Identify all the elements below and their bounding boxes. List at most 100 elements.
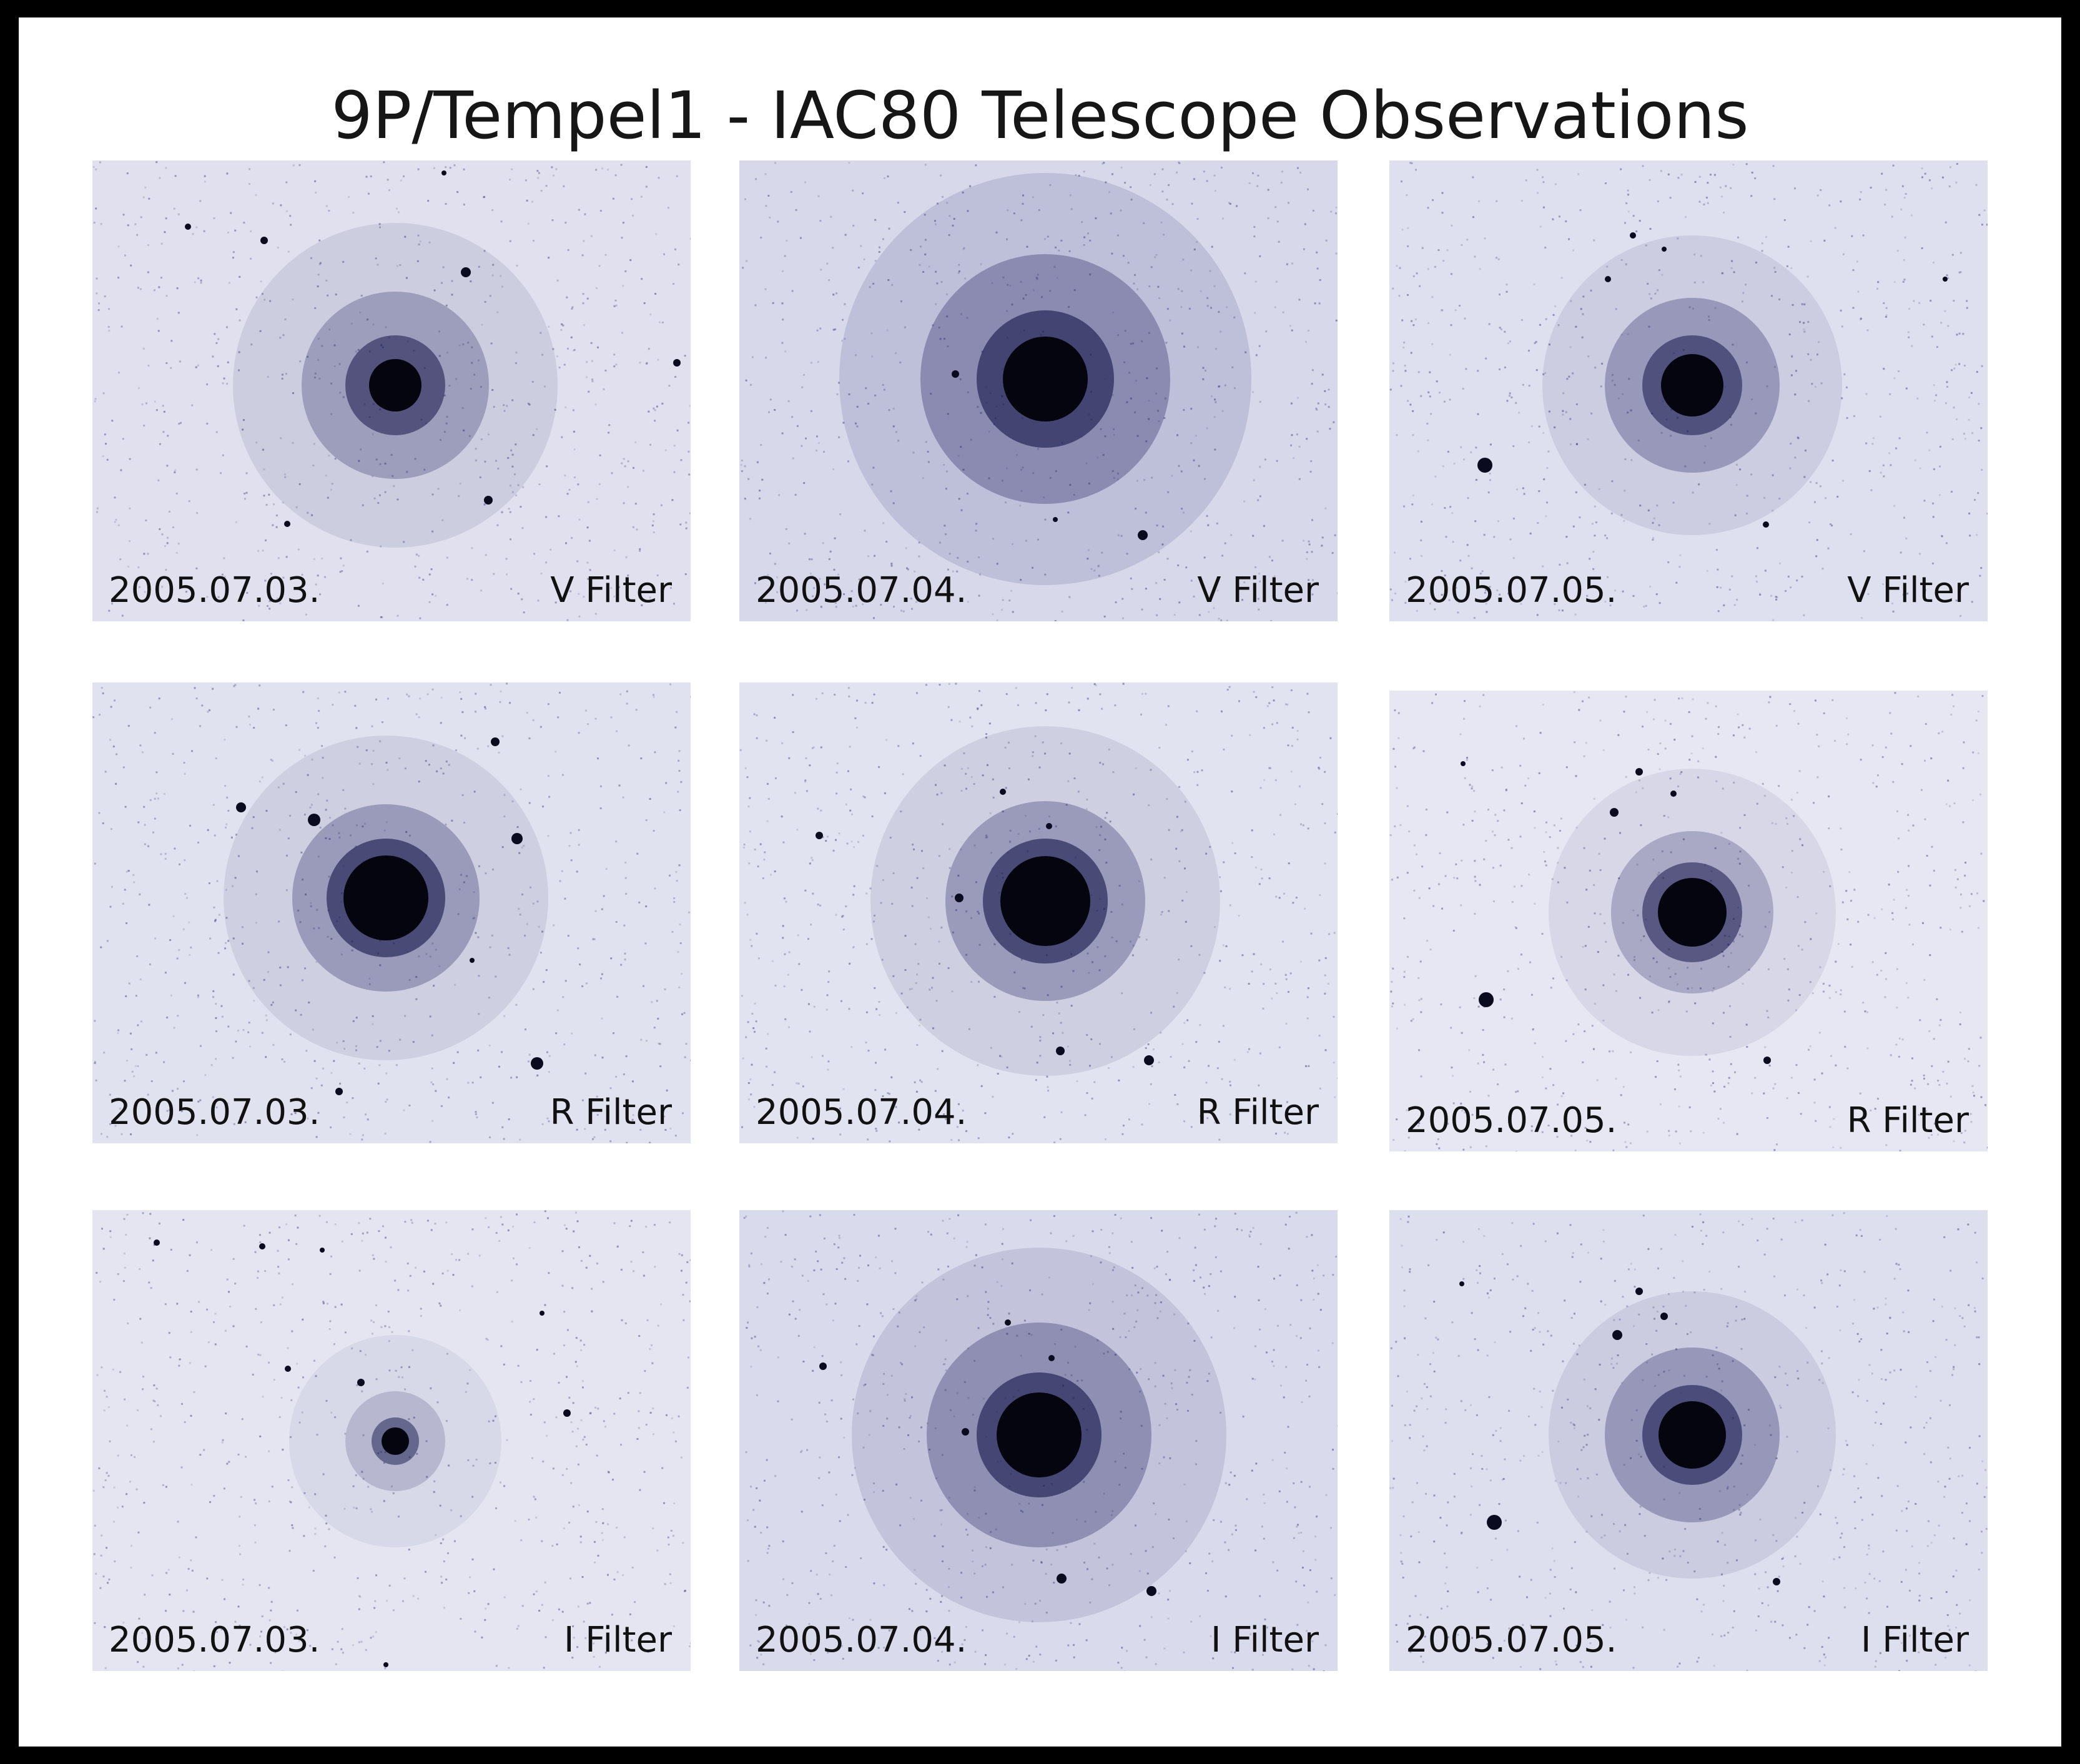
- noise-speck: [1403, 970, 1406, 973]
- noise-speck: [1734, 514, 1737, 516]
- noise-speck: [536, 170, 539, 172]
- noise-speck: [390, 453, 393, 456]
- noise-speck: [1156, 525, 1158, 526]
- noise-speck: [212, 687, 214, 690]
- noise-speck: [1449, 398, 1451, 401]
- noise-speck: [546, 465, 548, 468]
- noise-speck: [1642, 787, 1644, 789]
- noise-speck: [1594, 367, 1597, 369]
- noise-speck: [279, 967, 282, 968]
- noise-speck: [1946, 381, 1948, 383]
- noise-speck: [1896, 250, 1899, 252]
- noise-speck: [657, 358, 659, 361]
- noise-speck: [1150, 1012, 1152, 1014]
- noise-speck: [1005, 787, 1007, 789]
- noise-speck: [1668, 1130, 1670, 1132]
- noise-speck: [1216, 1067, 1219, 1070]
- noise-speck: [679, 942, 682, 944]
- noise-speck: [1324, 957, 1327, 959]
- noise-speck: [844, 338, 846, 340]
- noise-speck: [1284, 973, 1287, 976]
- noise-speck: [1469, 1146, 1472, 1148]
- noise-speck: [553, 174, 555, 177]
- noise-speck: [647, 1651, 649, 1653]
- noise-speck: [1293, 457, 1295, 460]
- noise-speck: [433, 167, 435, 169]
- noise-speck: [1602, 984, 1605, 987]
- noise-speck: [212, 355, 214, 358]
- noise-speck: [578, 615, 581, 618]
- noise-speck: [1499, 327, 1501, 329]
- noise-speck: [360, 295, 363, 297]
- noise-speck: [1953, 705, 1955, 707]
- noise-speck: [438, 330, 440, 333]
- noise-speck: [1273, 575, 1276, 578]
- noise-speck: [1214, 926, 1216, 928]
- noise-speck: [669, 683, 671, 686]
- noise-speck: [873, 693, 875, 696]
- noise-speck: [417, 168, 420, 170]
- noise-speck: [882, 879, 884, 881]
- noise-speck: [108, 609, 111, 612]
- noise-speck: [1720, 586, 1722, 589]
- noise-speck: [1160, 221, 1163, 224]
- noise-speck: [96, 292, 98, 295]
- noise-speck: [406, 471, 408, 473]
- noise-speck: [616, 1527, 618, 1529]
- noise-speck: [281, 377, 283, 380]
- noise-speck: [1319, 1087, 1321, 1090]
- noise-speck: [1797, 437, 1800, 440]
- noise-speck: [213, 1495, 215, 1497]
- noise-speck: [1901, 1038, 1904, 1041]
- noise-speck: [920, 245, 922, 248]
- noise-speck: [1037, 538, 1040, 541]
- noise-speck: [1404, 365, 1406, 367]
- noise-speck: [1469, 1090, 1471, 1093]
- noise-speck: [1778, 298, 1781, 300]
- noise-speck: [1628, 378, 1630, 380]
- noise-speck: [1823, 870, 1825, 873]
- noise-speck: [1918, 1114, 1920, 1116]
- noise-speck: [540, 573, 543, 574]
- noise-speck: [465, 1391, 467, 1393]
- noise-speck: [1772, 510, 1774, 512]
- noise-speck: [325, 1399, 328, 1402]
- noise-speck: [471, 1558, 474, 1560]
- noise-speck: [503, 1138, 505, 1140]
- noise-speck: [140, 216, 142, 219]
- noise-speck: [1890, 464, 1892, 466]
- noise-speck: [1748, 968, 1750, 971]
- noise-speck: [1076, 1080, 1078, 1082]
- noise-speck: [1732, 343, 1734, 346]
- noise-speck: [615, 363, 618, 366]
- noise-speck: [1291, 262, 1294, 265]
- noise-speck: [1743, 736, 1746, 739]
- noise-speck: [1148, 418, 1150, 420]
- noise-speck: [379, 964, 382, 967]
- noise-speck: [610, 716, 613, 719]
- noise-speck: [809, 1030, 811, 1033]
- noise-speck: [991, 282, 993, 284]
- noise-speck: [314, 307, 317, 309]
- noise-speck: [1450, 1027, 1452, 1029]
- noise-speck: [548, 1055, 551, 1057]
- noise-speck: [1281, 540, 1284, 542]
- noise-speck: [1406, 805, 1409, 807]
- noise-speck: [1086, 1092, 1088, 1094]
- noise-speck: [1570, 443, 1572, 446]
- noise-speck: [746, 914, 749, 916]
- noise-speck: [1001, 609, 1003, 611]
- noise-speck: [1546, 501, 1548, 504]
- noise-speck: [206, 422, 209, 425]
- noise-speck: [1700, 255, 1702, 257]
- noise-speck: [1981, 365, 1983, 367]
- noise-speck: [483, 195, 486, 198]
- noise-speck: [1116, 234, 1119, 237]
- noise-speck: [1923, 323, 1925, 326]
- noise-speck: [661, 321, 664, 323]
- noise-speck: [1391, 879, 1393, 881]
- noise-speck: [742, 1057, 744, 1060]
- noise-speck: [945, 488, 947, 490]
- noise-speck: [1977, 492, 1979, 495]
- star: [1662, 247, 1667, 252]
